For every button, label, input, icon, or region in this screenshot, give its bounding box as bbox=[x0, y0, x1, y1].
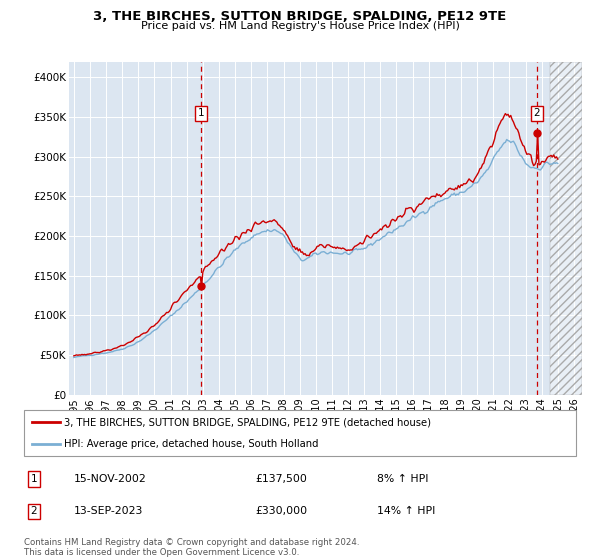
Text: 1: 1 bbox=[31, 474, 37, 484]
Text: 3, THE BIRCHES, SUTTON BRIDGE, SPALDING, PE12 9TE: 3, THE BIRCHES, SUTTON BRIDGE, SPALDING,… bbox=[94, 10, 506, 23]
Text: 2: 2 bbox=[533, 108, 541, 118]
Text: Contains HM Land Registry data © Crown copyright and database right 2024.: Contains HM Land Registry data © Crown c… bbox=[24, 538, 359, 547]
Text: HPI: Average price, detached house, South Holland: HPI: Average price, detached house, Sout… bbox=[64, 440, 319, 450]
Text: £137,500: £137,500 bbox=[256, 474, 308, 484]
Text: 8% ↑ HPI: 8% ↑ HPI bbox=[377, 474, 429, 484]
Text: 14% ↑ HPI: 14% ↑ HPI bbox=[377, 506, 436, 516]
Text: 13-SEP-2023: 13-SEP-2023 bbox=[74, 506, 143, 516]
Text: £330,000: £330,000 bbox=[256, 506, 308, 516]
Text: 2: 2 bbox=[31, 506, 37, 516]
Text: 1: 1 bbox=[197, 108, 204, 118]
FancyBboxPatch shape bbox=[24, 410, 576, 456]
Text: 3, THE BIRCHES, SUTTON BRIDGE, SPALDING, PE12 9TE (detached house): 3, THE BIRCHES, SUTTON BRIDGE, SPALDING,… bbox=[64, 417, 431, 427]
Text: 15-NOV-2002: 15-NOV-2002 bbox=[74, 474, 146, 484]
Text: Price paid vs. HM Land Registry's House Price Index (HPI): Price paid vs. HM Land Registry's House … bbox=[140, 21, 460, 31]
Text: This data is licensed under the Open Government Licence v3.0.: This data is licensed under the Open Gov… bbox=[24, 548, 299, 557]
